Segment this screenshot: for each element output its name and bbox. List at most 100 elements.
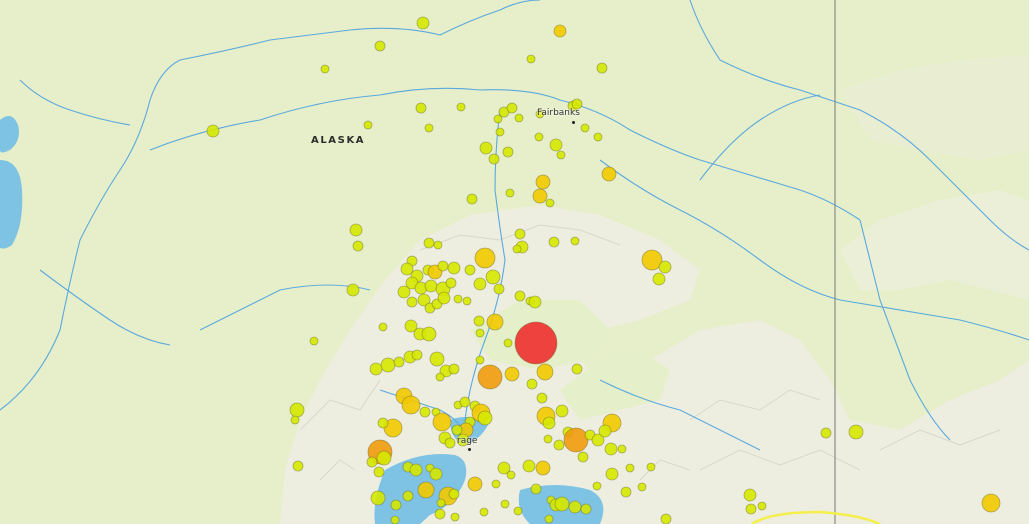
earthquake-marker[interactable] [646,462,656,472]
earthquake-marker[interactable] [549,138,563,152]
earthquake-marker[interactable] [488,153,500,165]
earthquake-marker[interactable] [473,277,487,291]
earthquake-marker[interactable] [393,356,405,368]
earthquake-marker[interactable] [563,427,589,453]
earthquake-marker[interactable] [848,424,864,440]
earthquake-marker[interactable] [475,355,485,365]
earthquake-marker[interactable] [486,313,504,331]
earthquake-marker[interactable] [505,188,515,198]
earthquake-marker[interactable] [601,166,617,182]
earthquake-marker[interactable] [530,483,542,495]
earthquake-marker[interactable] [506,102,518,114]
earthquake-marker[interactable] [514,321,558,365]
earthquake-marker[interactable] [421,326,437,342]
earthquake-marker[interactable] [514,290,526,302]
earthquake-marker[interactable] [377,417,389,429]
earthquake-marker[interactable] [467,476,483,492]
earthquake-marker[interactable] [400,262,414,276]
earthquake-marker[interactable] [289,402,305,418]
earthquake-marker[interactable] [544,514,554,524]
earthquake-marker[interactable] [432,412,452,432]
earthquake-marker[interactable] [526,54,536,64]
earthquake-marker[interactable] [497,461,511,475]
earthquake-marker[interactable] [580,503,592,515]
earthquake-marker[interactable] [380,357,396,373]
earthquake-marker[interactable] [352,240,364,252]
earthquake-marker[interactable] [495,127,505,137]
earthquake-marker[interactable] [605,467,619,481]
earthquake-marker[interactable] [513,506,523,516]
earthquake-marker[interactable] [369,362,383,376]
earthquake-marker[interactable] [514,113,524,123]
earthquake-marker[interactable] [591,433,605,447]
earthquake-marker[interactable] [397,285,411,299]
earthquake-marker[interactable] [370,490,386,506]
earthquake-marker[interactable] [419,406,431,418]
earthquake-marker[interactable] [512,244,522,254]
earthquake-marker[interactable] [554,496,570,512]
earthquake-marker[interactable] [553,24,567,38]
earthquake-marker[interactable] [429,467,443,481]
earthquake-marker[interactable] [617,444,627,454]
earthquake-marker[interactable] [366,456,378,468]
earthquake-markers[interactable] [206,16,1001,524]
earthquake-marker[interactable] [423,237,435,249]
earthquake-marker[interactable] [466,193,478,205]
earthquake-marker[interactable] [411,349,423,361]
earthquake-marker[interactable] [535,174,551,190]
earthquake-marker[interactable] [592,481,602,491]
earthquake-marker[interactable] [390,515,400,524]
earthquake-marker[interactable] [402,490,414,502]
earthquake-marker[interactable] [658,260,672,274]
earthquake-marker[interactable] [477,410,493,426]
earthquake-marker[interactable] [580,123,590,133]
earthquake-marker[interactable] [491,479,501,489]
earthquake-marker[interactable] [424,123,434,133]
earthquake-marker[interactable] [459,396,471,408]
earthquake-marker[interactable] [503,338,513,348]
earthquake-marker[interactable] [500,499,510,509]
earthquake-marker[interactable] [604,442,618,456]
earthquake-marker[interactable] [417,481,435,499]
earthquake-marker[interactable] [981,493,1001,513]
earthquake-marker[interactable] [660,513,672,524]
earthquake-marker[interactable] [504,366,520,382]
earthquake-marker[interactable] [349,223,363,237]
earthquake-marker[interactable] [502,146,514,158]
earthquake-marker[interactable] [536,392,548,404]
earthquake-marker[interactable] [514,228,526,240]
earthquake-marker[interactable] [474,247,496,269]
earthquake-marker[interactable] [820,427,832,439]
earthquake-marker[interactable] [448,363,460,375]
earthquake-marker[interactable] [757,501,767,511]
earthquake-marker[interactable] [548,236,560,248]
earthquake-marker[interactable] [416,16,430,30]
earthquake-marker[interactable] [536,363,554,381]
earthquake-marker[interactable] [556,150,566,160]
earthquake-marker[interactable] [477,364,503,390]
earthquake-marker[interactable] [568,500,582,514]
earthquake-marker[interactable] [532,188,548,204]
earthquake-marker[interactable] [417,293,431,307]
earthquake-marker[interactable] [522,459,536,473]
earthquake-marker[interactable] [598,424,612,438]
earthquake-marker[interactable] [555,404,569,418]
earthquake-marker[interactable] [596,62,608,74]
earthquake-marker[interactable] [745,503,757,515]
earthquake-marker[interactable] [485,269,501,285]
earthquake-marker[interactable] [542,416,556,430]
earthquake-marker[interactable] [535,109,545,119]
earthquake-marker[interactable] [456,433,470,447]
earthquake-marker[interactable] [526,378,538,390]
earthquake-marker[interactable] [462,296,472,306]
earthquake-marker[interactable] [320,64,330,74]
earthquake-marker[interactable] [409,463,423,477]
earthquake-marker[interactable] [577,451,589,463]
earthquake-marker[interactable] [743,488,757,502]
earthquake-marker[interactable] [424,279,438,293]
earthquake-marker[interactable] [506,470,516,480]
earthquake-marker[interactable] [493,283,505,295]
earthquake-marker[interactable] [453,294,463,304]
